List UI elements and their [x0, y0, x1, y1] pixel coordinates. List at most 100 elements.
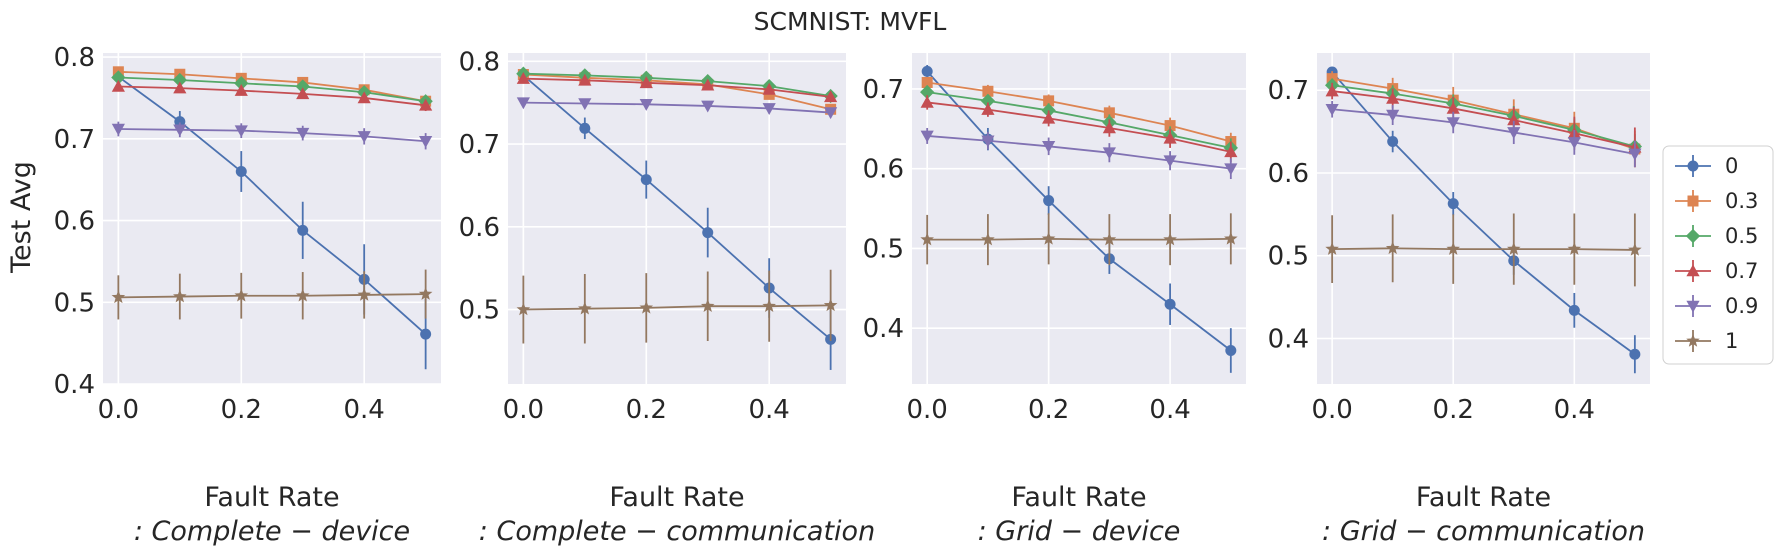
- x-tick-label: 0.2: [1028, 395, 1069, 425]
- y-tick-label: 0.6: [863, 155, 904, 185]
- y-tick-label: 0.6: [1268, 159, 1309, 189]
- data-point: [1164, 120, 1176, 132]
- data-point: [639, 300, 654, 314]
- legend-entry: 0.5: [1675, 224, 1758, 248]
- data-point: [1385, 241, 1400, 255]
- data-point: [516, 72, 530, 84]
- data-point: [1043, 195, 1055, 207]
- data-point: [234, 76, 249, 91]
- data-point: [295, 288, 310, 302]
- data-point: [418, 286, 433, 300]
- data-point: [701, 78, 715, 91]
- data-point: [1447, 198, 1459, 210]
- legend-box: [1662, 145, 1774, 365]
- data-point: [762, 82, 776, 95]
- series-line: [1331, 77, 1636, 150]
- series-line: [523, 101, 831, 114]
- data-point: [1102, 121, 1116, 134]
- data-point: [981, 232, 995, 246]
- data-point: [1628, 242, 1642, 256]
- data-point: [111, 123, 125, 136]
- y-tick-label: 0.5: [54, 288, 95, 318]
- y-tick-label: 0.7: [863, 75, 904, 105]
- data-point: [1041, 231, 1056, 245]
- series-line: [523, 304, 831, 311]
- data-point: [920, 95, 934, 108]
- series-1: [1325, 213, 1642, 287]
- data-point: [1386, 109, 1400, 122]
- data-point: [419, 135, 433, 148]
- data-point: [981, 135, 995, 148]
- plot-area: [1317, 53, 1650, 384]
- series-line: [118, 128, 426, 143]
- series-line: [118, 293, 426, 299]
- legend-marker: [1686, 264, 1700, 277]
- data-point: [578, 73, 592, 86]
- series-line: [523, 72, 831, 97]
- data-point: [173, 81, 187, 94]
- data-point: [920, 84, 935, 100]
- series-line: [1332, 90, 1636, 149]
- x-tick-label: 0.2: [626, 395, 667, 425]
- plot-area: [103, 53, 441, 384]
- data-point: [982, 85, 994, 97]
- data-point: [297, 224, 309, 236]
- data-point: [1386, 91, 1400, 104]
- chart-panel-1: 0.0 0.2 0.4 0.4 0.5 0.6 0.7 0.8 Fault Rate: Comp…: [54, 43, 441, 547]
- data-point: [174, 116, 186, 128]
- series-line: [1332, 108, 1636, 155]
- data-point: [1507, 127, 1521, 140]
- x-axis-label: Fault Rate: [609, 482, 744, 513]
- chart-panel-2: 0.0 0.2 0.4 0.5 0.6 0.7 0.8 Fault Rate: Complet…: [459, 47, 876, 547]
- data-point: [235, 166, 247, 178]
- data-point: [1507, 113, 1521, 126]
- series-0.9: [516, 97, 838, 120]
- figure-title: SCMNIST: MVFL: [754, 7, 947, 36]
- legend-marker: [1686, 300, 1700, 313]
- subplot-caption: : Complete − communication: [479, 516, 875, 547]
- data-point: [1325, 103, 1339, 116]
- data-point: [111, 70, 126, 85]
- subplot-caption: : Grid − communication: [1322, 516, 1645, 547]
- data-point: [639, 76, 653, 89]
- y-tick-label: 0.7: [1268, 76, 1309, 106]
- legend-marker: [1686, 333, 1700, 347]
- y-tick-label: 0.4: [1268, 324, 1309, 354]
- legend-marker: [1687, 160, 1699, 172]
- series-line: [927, 91, 1232, 149]
- x-tick-label: 0.4: [1149, 395, 1190, 425]
- y-tick-label: 0.7: [459, 130, 500, 160]
- data-point: [1325, 84, 1339, 97]
- data-point: [579, 122, 591, 134]
- series-line: [927, 101, 1232, 153]
- y-tick-label: 0.6: [459, 213, 500, 243]
- y-tick-label: 0.8: [459, 47, 500, 77]
- legend-marker: [1687, 195, 1699, 207]
- data-point: [920, 130, 934, 143]
- data-point: [762, 299, 776, 312]
- legend-entry: 0: [1675, 154, 1738, 178]
- series-1: [516, 269, 838, 344]
- data-point: [920, 232, 934, 246]
- series-line: [118, 85, 426, 107]
- series-line: [1331, 71, 1636, 355]
- series-1: [111, 269, 433, 320]
- data-point: [1446, 101, 1460, 114]
- x-axis-label: Fault Rate: [204, 482, 339, 513]
- data-point: [1102, 232, 1117, 246]
- y-axis-label: Test Avg: [6, 161, 37, 274]
- data-point: [824, 90, 838, 103]
- x-tick-label: 0.4: [344, 395, 385, 425]
- data-point: [1103, 107, 1115, 119]
- y-tick-label: 0.8: [54, 43, 95, 73]
- y-tick-label: 0.5: [459, 296, 500, 326]
- x-tick-label: 0.0: [907, 395, 948, 425]
- legend-label: 1: [1725, 329, 1738, 353]
- x-axis-label: Fault Rate: [1416, 482, 1551, 513]
- y-tick-label: 0.7: [54, 125, 95, 155]
- data-point: [1042, 111, 1056, 124]
- legend-label: 0: [1725, 154, 1738, 178]
- legend-label: 0.5: [1725, 224, 1758, 248]
- x-tick-label: 0.2: [1433, 395, 1474, 425]
